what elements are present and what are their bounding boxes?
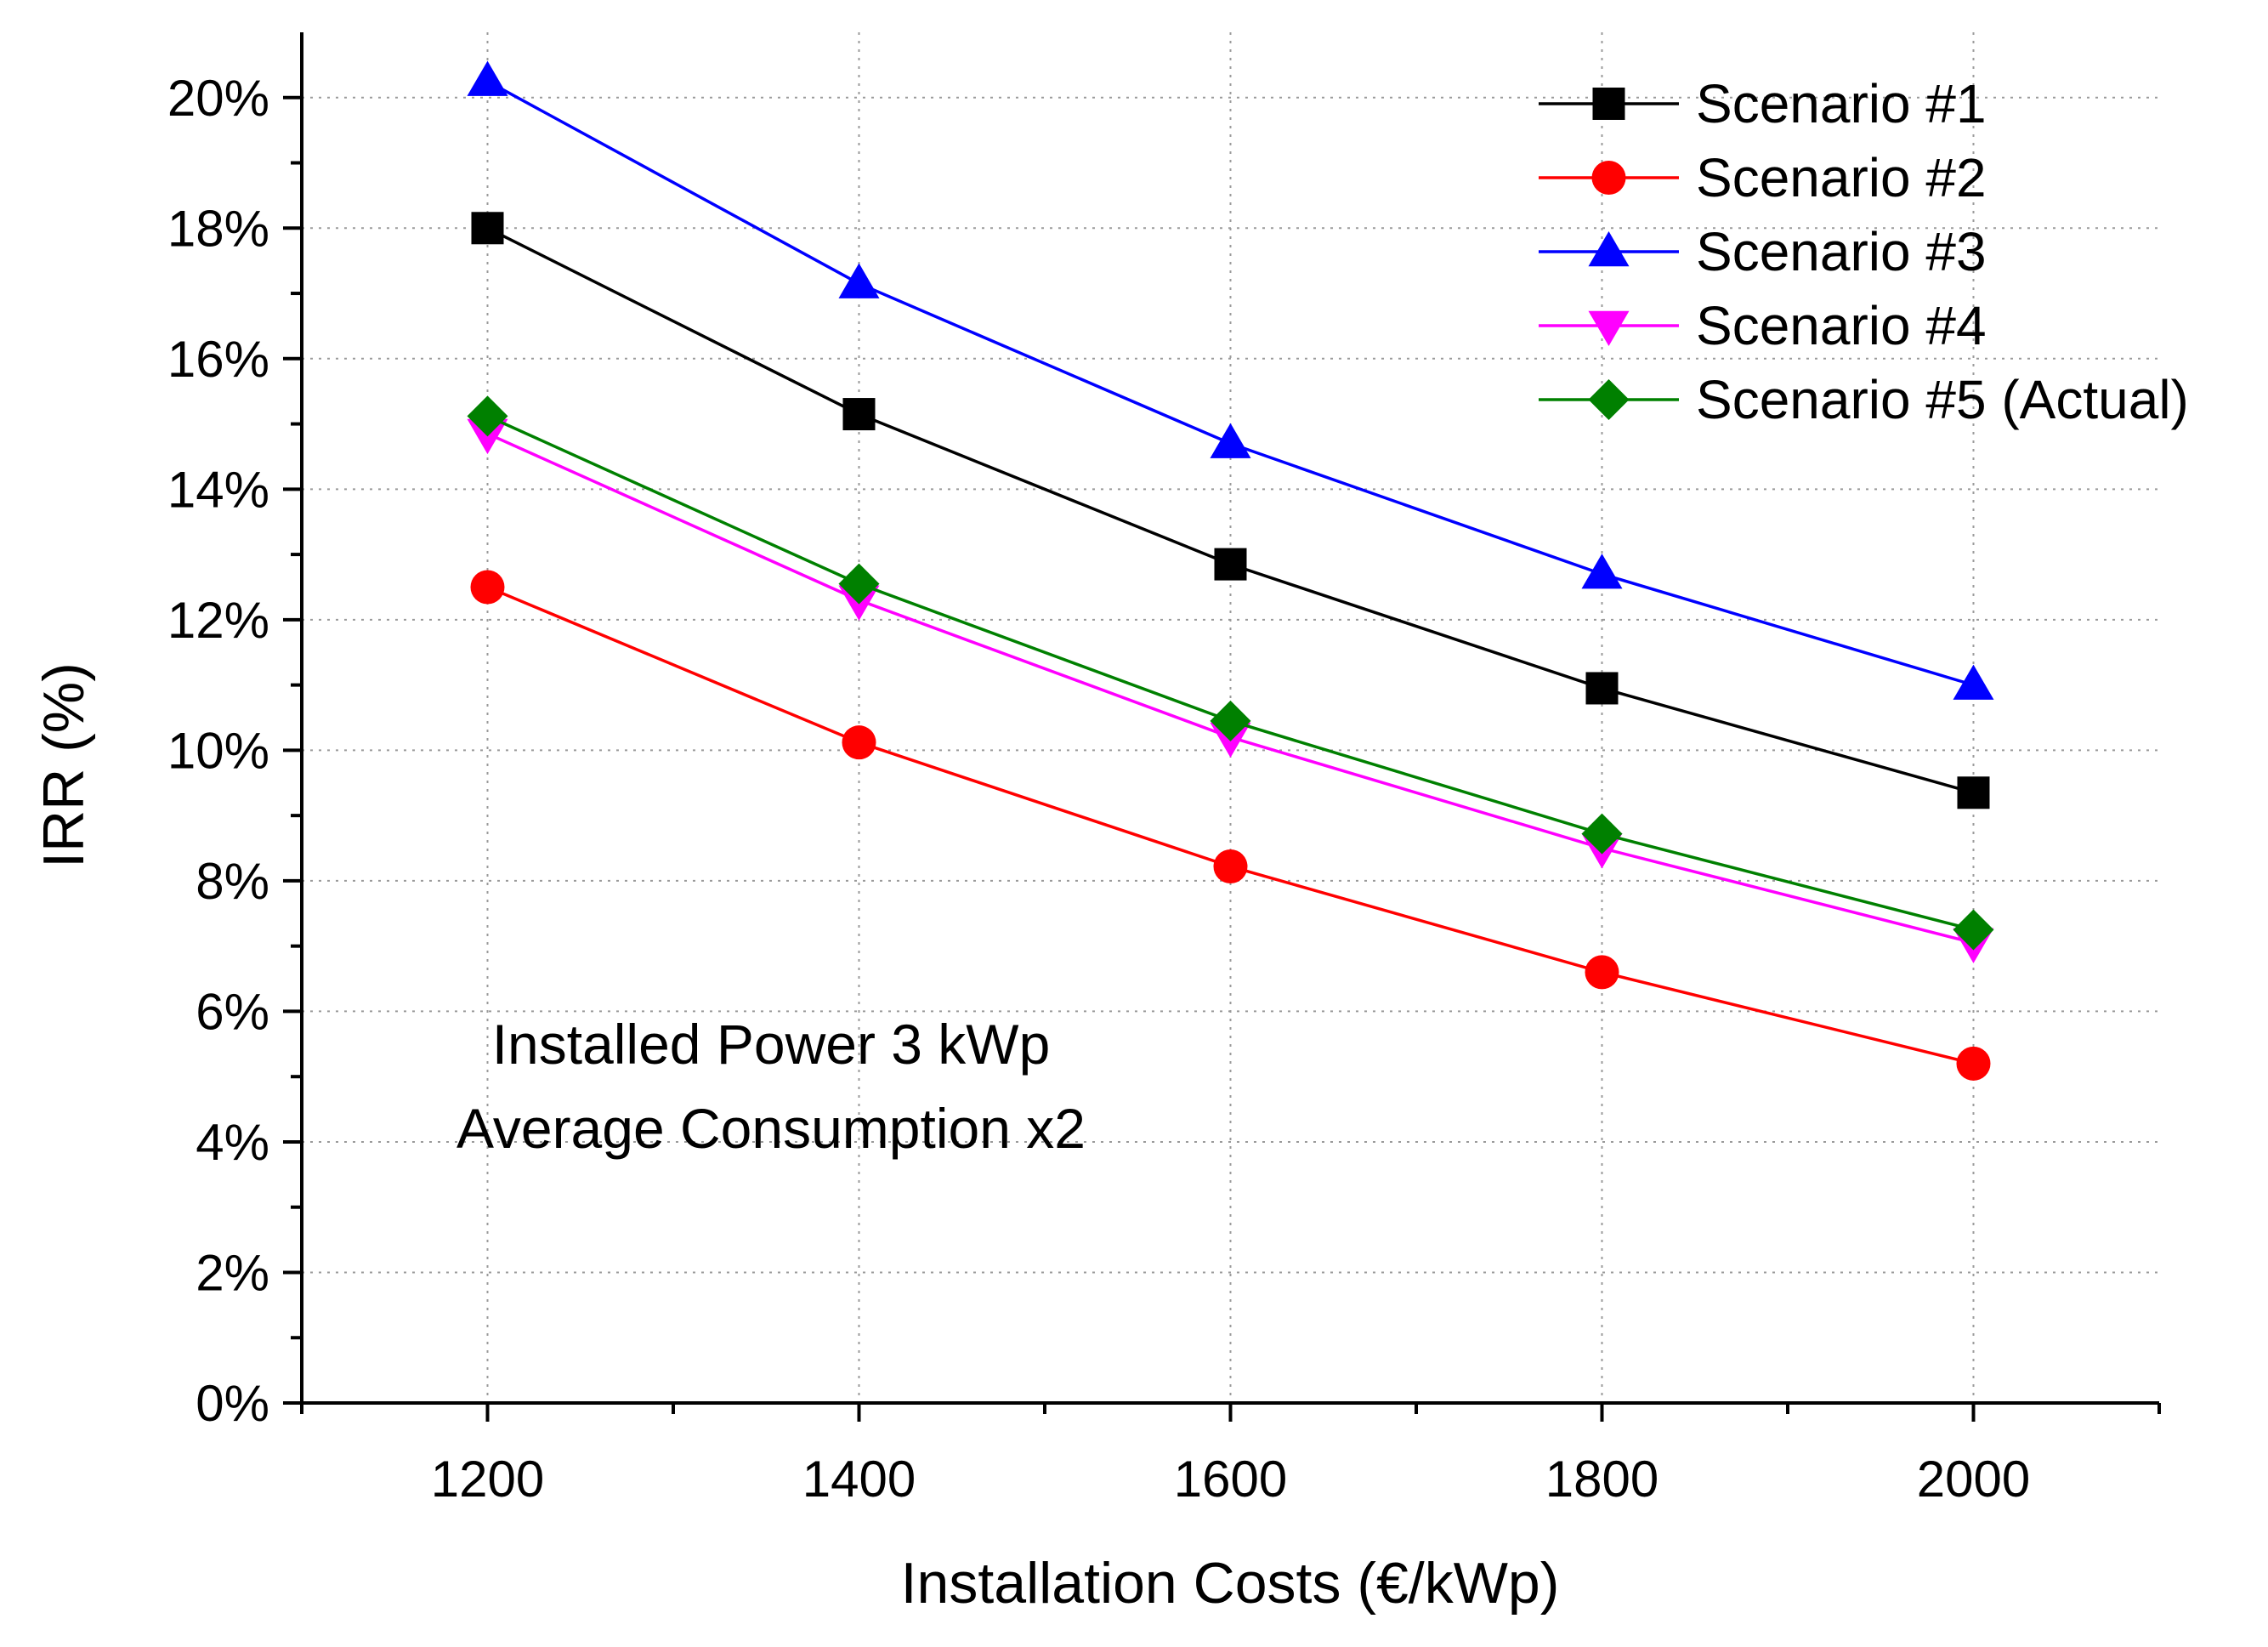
- y-tick-label-12: 12%: [167, 592, 269, 649]
- series-3-point-1600: [1210, 423, 1251, 458]
- legend-marker-5: [1588, 379, 1630, 420]
- y-tick-label-8: 8%: [196, 853, 269, 910]
- series-5-point-1200: [467, 395, 508, 437]
- legend-item-3: Scenario #3: [1539, 221, 1987, 282]
- legend-item-2: Scenario #2: [1539, 147, 1987, 208]
- annotation-average-consumption: Average Consumption x2: [456, 1097, 1086, 1160]
- x-tick-label-2000: 2000: [1917, 1451, 2030, 1508]
- legend-marker-2: [1591, 161, 1626, 195]
- series-4-point-1200: [467, 418, 508, 455]
- legend: Scenario #1 Scenario #2 Scenario #3 Scenari…: [1539, 73, 2189, 430]
- y-tick-label-14: 14%: [167, 461, 269, 518]
- series-5-point-1600: [1210, 700, 1251, 741]
- y-tick-label-4: 4%: [196, 1114, 269, 1171]
- series-1-point-1600: [1214, 548, 1247, 581]
- x-tick-label-1800: 1800: [1545, 1451, 1658, 1508]
- series-1-point-1400: [842, 398, 876, 431]
- y-axis-title: IRR (%): [31, 662, 96, 868]
- x-tick-label-1400: 1400: [802, 1451, 916, 1508]
- legend-label-3: Scenario #3: [1696, 221, 1987, 282]
- series-2: [470, 570, 1991, 1081]
- x-tick-label-1600: 1600: [1174, 1451, 1287, 1508]
- y-tick-label-16: 16%: [167, 331, 269, 388]
- legend-marker-1: [1592, 88, 1625, 120]
- series-2-point-1400: [842, 725, 876, 760]
- series-3-point-1200: [467, 60, 508, 96]
- legend-item-5: Scenario #5 (Actual): [1539, 369, 2189, 430]
- series-2-point-1600: [1213, 849, 1248, 884]
- series-5-point-1400: [838, 563, 880, 605]
- y-tick-label-0: 0%: [196, 1375, 269, 1432]
- series-3-point-1400: [838, 263, 880, 298]
- y-tick-label-20: 20%: [167, 70, 269, 127]
- legend-label-5: Scenario #5 (Actual): [1696, 369, 2189, 430]
- series-3: [467, 60, 1994, 700]
- series-5-point-1800: [1581, 813, 1623, 855]
- series-2-point-1800: [1585, 955, 1619, 990]
- series-5: [467, 395, 1994, 951]
- series-1-point-1800: [1585, 672, 1619, 705]
- series-1: [471, 212, 1990, 809]
- legend-marker-4: [1588, 310, 1630, 346]
- legend-item-4: Scenario #4: [1539, 295, 1987, 356]
- x-axis-title: Installation Costs (€/kWp): [901, 1551, 1560, 1616]
- y-tick-label-6: 6%: [196, 983, 269, 1040]
- series-3-point-1800: [1581, 554, 1623, 589]
- legend-item-1: Scenario #1: [1539, 73, 1987, 134]
- y-tick-label-2: 2%: [196, 1244, 269, 1301]
- series-1-point-2000: [1957, 776, 1990, 809]
- annotation-installed-power: Installed Power 3 kWp: [492, 1013, 1051, 1076]
- series-3-point-2000: [1953, 664, 1994, 700]
- y-tick-label-10: 10%: [167, 722, 269, 779]
- legend-label-2: Scenario #2: [1696, 147, 1987, 208]
- legend-label-4: Scenario #4: [1696, 295, 1987, 356]
- series-5-point-2000: [1953, 909, 1994, 951]
- x-tick-label-1200: 1200: [431, 1451, 544, 1508]
- series-1-point-1200: [471, 212, 504, 245]
- y-tick-label-18: 18%: [167, 200, 269, 257]
- series-2-point-1200: [470, 570, 505, 605]
- labels-layer: Installation Costs (€/kWp) IRR (%) Insta…: [31, 662, 1559, 1616]
- axes-layer: 0% 2% 4% 6% 8% 10% 12% 14% 16% 18% 20% 1200 1400 1600…: [167, 32, 2161, 1508]
- legend-marker-3: [1588, 231, 1630, 267]
- series-2-point-2000: [1956, 1046, 1991, 1081]
- series-layer: [467, 60, 1994, 1081]
- legend-label-1: Scenario #1: [1696, 73, 1987, 134]
